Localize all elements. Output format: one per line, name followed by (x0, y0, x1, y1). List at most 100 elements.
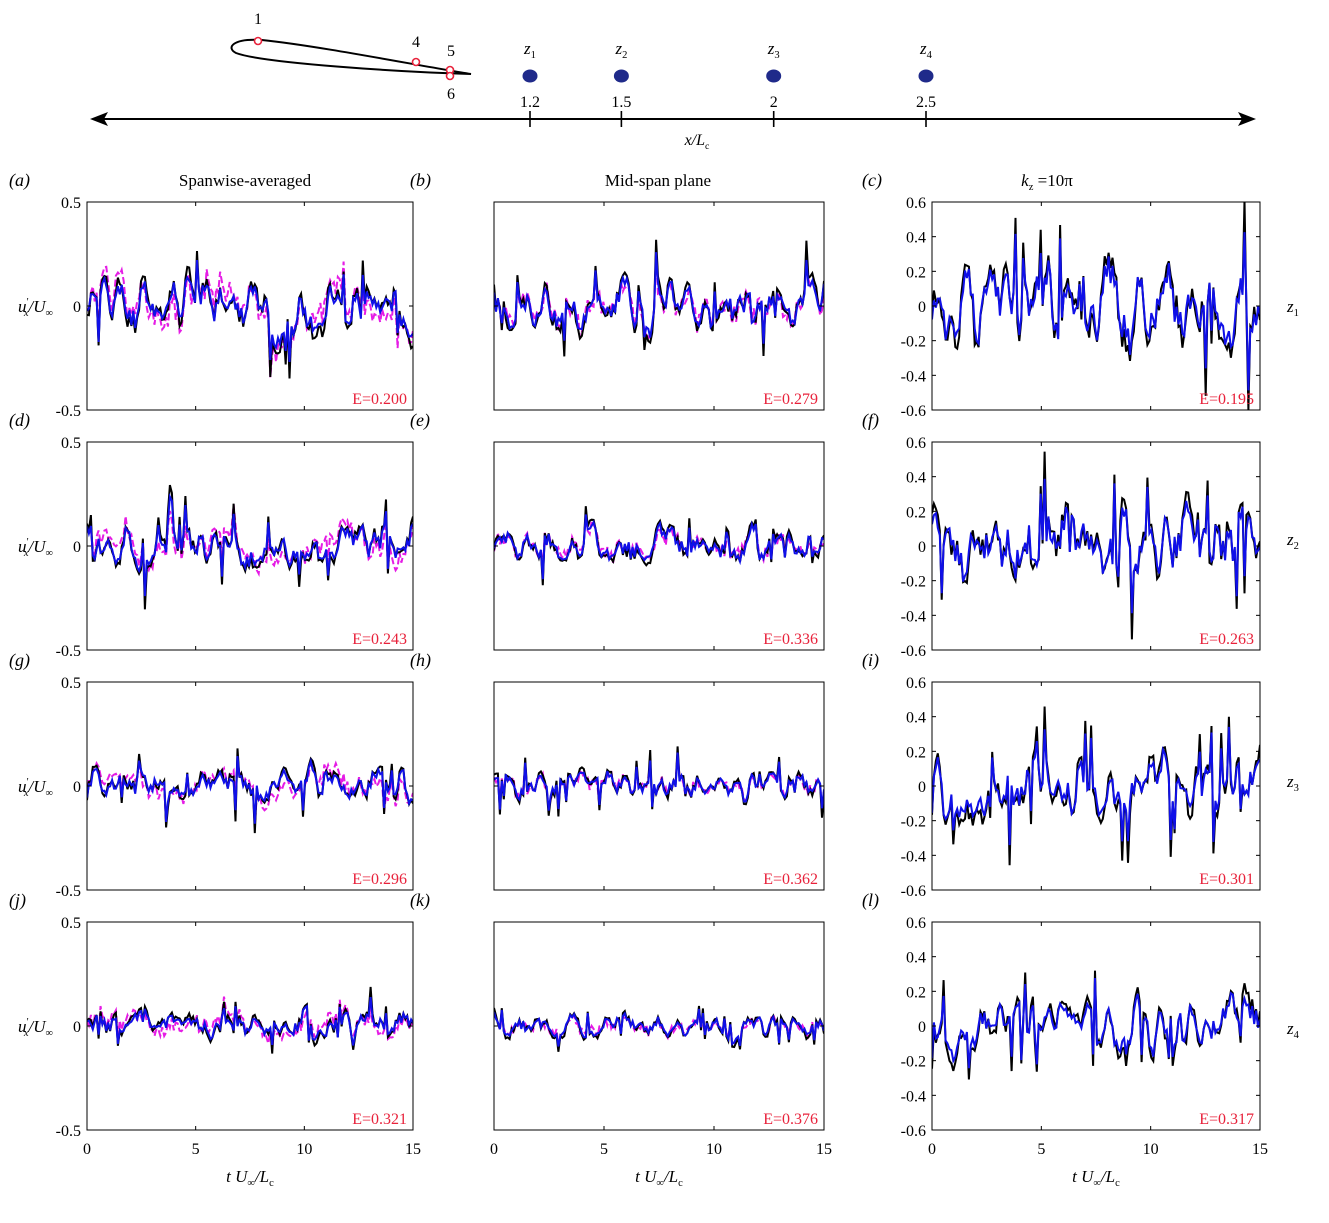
column-headers: Spanwise-averaged Mid-span plane kz =10π z1… (179, 171, 1300, 1041)
row-station-label: z1 (1286, 297, 1299, 319)
station-marker (613, 69, 629, 83)
y-tick-label: -0.2 (901, 1054, 926, 1071)
series-group (87, 986, 413, 1054)
error-label: E=0.279 (763, 391, 818, 408)
x-tick-label: 10 (706, 1141, 722, 1158)
error-label: E=0.317 (1199, 1111, 1254, 1128)
panel-frame (931, 681, 1261, 891)
panel-letter: (i) (862, 650, 879, 671)
series-blue (932, 478, 1260, 614)
y-tick-label: 0 (918, 779, 926, 796)
y-tick-label: 0 (73, 779, 81, 796)
panel-letter: (g) (9, 650, 30, 671)
station-name: z3 (767, 39, 780, 61)
station-x-label: 2 (770, 94, 778, 111)
panel-i: (i) 0.6 0.4 0.2 0 -0.2 -0.4 -0.6 E=0.301 (862, 650, 1261, 900)
series-group (932, 706, 1260, 866)
y-axis-label: u′ x/U∞ (18, 537, 53, 559)
row-station-label: z4 (1286, 1019, 1300, 1041)
panel-g: (g) 0.5 0 -0.5 E=0.296 u′ x/U∞ (9, 650, 414, 900)
station-marker (766, 69, 782, 83)
y-tick-label: 0.5 (61, 195, 81, 212)
y-tick-label: 0.6 (906, 195, 926, 212)
y-axis-label: u′ x/U∞ (18, 297, 53, 319)
x-tick-label: 0 (928, 1141, 936, 1158)
error-label: E=0.376 (763, 1111, 818, 1128)
x-tick-label: 10 (296, 1141, 312, 1158)
y-tick-label: 0.6 (906, 435, 926, 452)
y-tick-label: -0.2 (901, 574, 926, 591)
y-tick-label: 0.4 (906, 710, 926, 727)
series-blue (87, 996, 413, 1046)
error-label: E=0.336 (763, 631, 818, 648)
x-axis-label: t U∞/Lc (635, 1167, 683, 1189)
y-tick-label: 0.4 (906, 950, 926, 967)
y-tick-label: 0.2 (906, 744, 926, 761)
y-tick-label: -0.5 (56, 1123, 81, 1140)
series-group (494, 1005, 824, 1052)
y-tick-label: 0.4 (906, 470, 926, 487)
error-label: E=0.362 (763, 871, 818, 888)
station-marker (918, 69, 934, 83)
x-tick-label: 5 (1037, 1141, 1045, 1158)
y-tick-label: 0.2 (906, 984, 926, 1001)
y-tick-label: -0.4 (901, 368, 926, 385)
station-name: z2 (614, 39, 627, 61)
series-blue (494, 1008, 824, 1047)
y-tick-label: 0 (73, 539, 81, 556)
series-group (87, 484, 413, 610)
probe-label: 4 (412, 34, 420, 51)
y-tick-label: -0.6 (901, 403, 926, 420)
y-tick-label: 0 (918, 539, 926, 556)
y-tick-label: -0.5 (56, 403, 81, 420)
y-tick-label: 0.5 (61, 675, 81, 692)
station-x-label: 2.5 (916, 94, 936, 111)
panel-letter: (k) (410, 890, 430, 911)
x-tick-label: 5 (600, 1141, 608, 1158)
row-station-label: z3 (1286, 772, 1299, 794)
series-blue (932, 977, 1260, 1069)
x-axis-label: t U∞/Lc (226, 1167, 274, 1189)
y-tick-label: 0 (918, 1019, 926, 1036)
error-label: E=0.296 (352, 871, 407, 888)
y-tick-label: -0.2 (901, 334, 926, 351)
airfoil-outline (230, 38, 472, 75)
x-tick-label: 10 (1143, 1141, 1159, 1158)
probe-location-diagram: 1 4 5 6 z1 1.2 z2 1.5 z3 2 z4 2.5 x/Lc (90, 11, 1256, 152)
y-tick-label: 0.2 (906, 504, 926, 521)
y-tick-label: -0.4 (901, 1088, 926, 1105)
y-tick-label: 0.5 (61, 435, 81, 452)
panel-h: (h) E=0.362 (410, 650, 825, 891)
probe-marker (253, 36, 263, 46)
panel-f: (f) 0.6 0.4 0.2 0 -0.2 -0.4 -0.6 E=0.263 (862, 410, 1261, 660)
series-group (932, 970, 1260, 1080)
series-blue (87, 260, 413, 362)
y-tick-label: -0.6 (901, 883, 926, 900)
x-tick-label: 0 (83, 1141, 91, 1158)
x-axis-label: t U∞/Lc (1072, 1167, 1120, 1189)
series-blue (494, 752, 824, 811)
y-tick-label: -0.6 (901, 643, 926, 660)
panel-letter: (e) (410, 410, 430, 431)
series-group (494, 746, 824, 818)
panel-c: (c) 0.6 0.4 0.2 0 -0.2 -0.4 -0.6 E=0.195 (862, 170, 1261, 420)
series-magenta-dashed (87, 504, 413, 590)
y-tick-label: 0.6 (906, 915, 926, 932)
y-tick-label: 0.5 (61, 915, 81, 932)
y-tick-label: 0 (918, 299, 926, 316)
y-tick-label: -0.5 (56, 883, 81, 900)
series-magenta-dashed (494, 252, 824, 349)
station-x-label: 1.2 (520, 94, 540, 111)
probe-label: 5 (447, 43, 455, 60)
y-tick-label: 0.2 (906, 264, 926, 281)
left-arrow-head (90, 112, 108, 126)
series-blue (932, 232, 1260, 391)
series-blue (87, 756, 413, 824)
y-tick-label: 0.4 (906, 230, 926, 247)
series-black (932, 706, 1260, 866)
y-axis-label: u′ x/U∞ (18, 1017, 53, 1039)
panel-letter: (h) (410, 650, 431, 671)
